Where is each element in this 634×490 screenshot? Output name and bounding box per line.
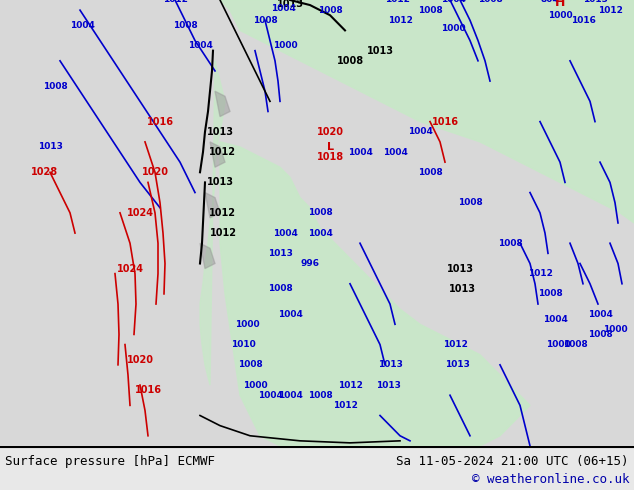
Text: 1004: 1004 [273,228,297,238]
Text: L: L [327,142,333,152]
Text: © weatheronline.co.uk: © weatheronline.co.uk [472,473,629,487]
Text: 1018: 1018 [316,152,344,162]
Text: 1012: 1012 [209,147,235,157]
Polygon shape [215,91,230,117]
Text: 1004: 1004 [382,147,408,156]
Text: 1004: 1004 [588,310,612,318]
Text: H: H [555,0,565,8]
Text: 1024: 1024 [117,264,143,273]
Text: 1013: 1013 [378,360,403,369]
Text: 1004: 1004 [278,391,302,400]
Text: 1004: 1004 [543,315,567,324]
Text: 1000: 1000 [273,41,297,50]
Text: 1008: 1008 [318,5,342,15]
Text: 1000: 1000 [603,325,627,334]
Text: 1013: 1013 [446,264,474,273]
Polygon shape [205,193,220,218]
Text: 1013: 1013 [268,249,292,258]
Text: 1004: 1004 [278,310,302,318]
Text: 1016: 1016 [432,117,458,126]
Text: 1012: 1012 [333,401,358,410]
Text: 1010: 1010 [231,340,256,349]
Text: 1004: 1004 [188,41,212,50]
Text: 1008: 1008 [307,208,332,218]
Text: 1012: 1012 [385,0,410,4]
Text: 1028: 1028 [32,167,58,177]
Text: 1008: 1008 [172,21,197,30]
Text: 1008: 1008 [588,330,612,339]
Text: 1012: 1012 [387,16,413,25]
Text: 1008: 1008 [268,284,292,294]
Text: 804: 804 [541,0,559,4]
Text: 1004: 1004 [257,391,282,400]
Text: 1008: 1008 [458,198,482,207]
Text: 996: 996 [301,259,320,268]
Text: 1008: 1008 [418,168,443,177]
Text: 1008: 1008 [252,16,278,25]
Text: 1008: 1008 [238,360,262,369]
Text: 1008: 1008 [477,0,502,4]
Polygon shape [200,243,215,269]
Text: 1000: 1000 [243,381,268,390]
Polygon shape [220,0,634,223]
Polygon shape [220,142,530,446]
Text: 1008: 1008 [42,82,67,91]
Text: 1013: 1013 [375,381,401,390]
Text: 1004: 1004 [441,0,465,4]
Polygon shape [210,142,225,167]
Text: 1013: 1013 [448,284,476,294]
Text: 1004: 1004 [307,228,332,238]
Text: Surface pressure [hPa] ECMWF: Surface pressure [hPa] ECMWF [5,455,215,468]
Polygon shape [0,0,634,446]
Text: 1020: 1020 [127,355,153,365]
Text: 1013: 1013 [444,360,469,369]
Text: 1024: 1024 [127,208,153,218]
Text: 1004: 1004 [347,147,372,156]
Polygon shape [200,61,225,385]
Text: 1012: 1012 [598,5,623,15]
Text: 1013: 1013 [583,0,607,4]
Text: 1012: 1012 [337,381,363,390]
Text: 1013: 1013 [207,127,233,137]
Text: 1008: 1008 [307,391,332,400]
Text: 1013: 1013 [37,143,62,151]
Text: Sa 11-05-2024 21:00 UTC (06+15): Sa 11-05-2024 21:00 UTC (06+15) [396,455,629,468]
Text: 1016: 1016 [134,385,162,395]
Text: 1000: 1000 [441,24,465,33]
Text: 1008: 1008 [538,290,562,298]
Text: 1000: 1000 [235,320,259,329]
Text: 1020: 1020 [316,127,344,137]
Text: 1012: 1012 [209,208,235,218]
Text: 1012: 1012 [162,0,188,4]
Text: 1008: 1008 [562,340,587,349]
Text: 1000: 1000 [548,11,573,20]
Text: 1004: 1004 [408,127,432,136]
Text: 1013: 1013 [276,0,304,9]
Text: 1004: 1004 [271,3,295,13]
Text: 1012: 1012 [527,269,552,278]
Text: 1013: 1013 [366,46,394,56]
Text: 1012: 1012 [443,340,467,349]
Text: 1008: 1008 [337,56,363,66]
Text: 1013: 1013 [207,177,233,187]
Text: 1008: 1008 [498,239,522,248]
Text: 1004: 1004 [70,21,94,30]
Text: 1012: 1012 [209,228,236,238]
Text: 1016: 1016 [146,117,174,126]
Text: 1016: 1016 [571,16,595,25]
Text: 1020: 1020 [141,167,169,177]
Text: 1008: 1008 [418,5,443,15]
Text: 1000: 1000 [546,340,571,349]
